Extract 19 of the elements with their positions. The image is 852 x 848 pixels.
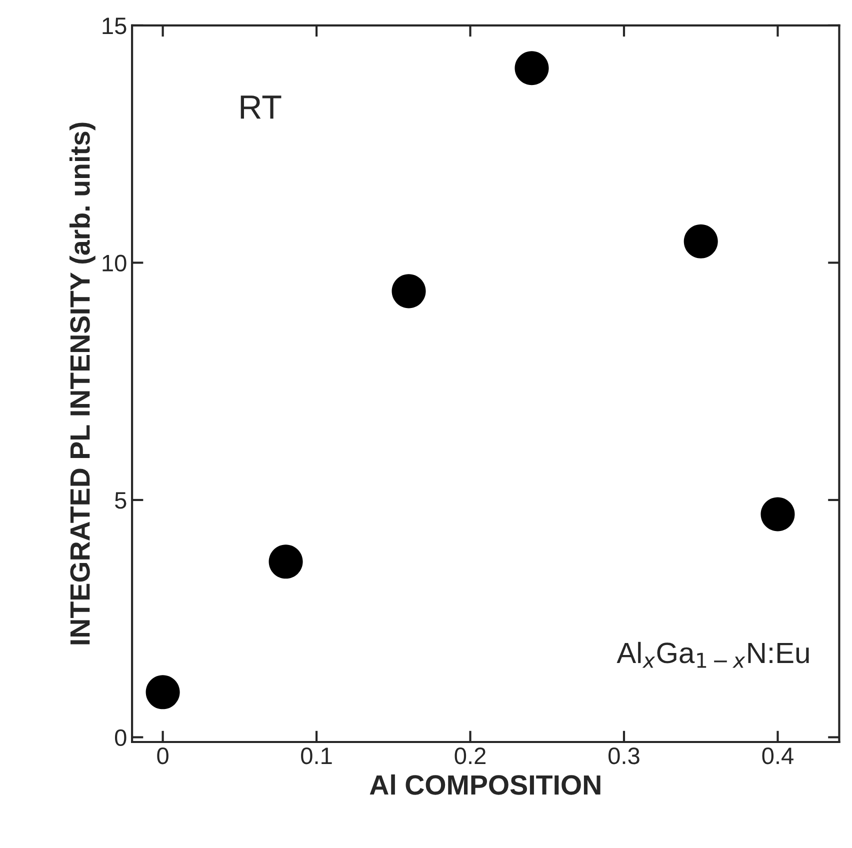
y-tick-label: 15 — [102, 18, 126, 34]
point — [684, 224, 718, 258]
x-axis-title: Al COMPOSITION — [370, 774, 600, 795]
annotation: Al$_{x}$Ga$_{1−x}$N:Eu — [616, 642, 809, 668]
point — [268, 544, 303, 579]
x-tick-label: 0.2 — [454, 747, 486, 764]
y-axis-title: INTEGRATED PL INTENSITY (arb. units) — [69, 122, 96, 644]
x-tick-label: 0 — [157, 747, 168, 764]
x-tick-label: 0.3 — [608, 747, 640, 764]
point — [514, 51, 549, 86]
point — [392, 274, 426, 308]
x-tick-label: 0.4 — [762, 747, 794, 764]
annotation: RT — [240, 96, 282, 119]
x-tick-label: 0.1 — [301, 747, 332, 764]
point — [760, 497, 795, 532]
y-tick-label: 5 — [115, 492, 126, 509]
point — [146, 675, 180, 710]
y-tick-label: 0 — [114, 729, 126, 746]
y-tick-label: 10 — [102, 254, 126, 272]
